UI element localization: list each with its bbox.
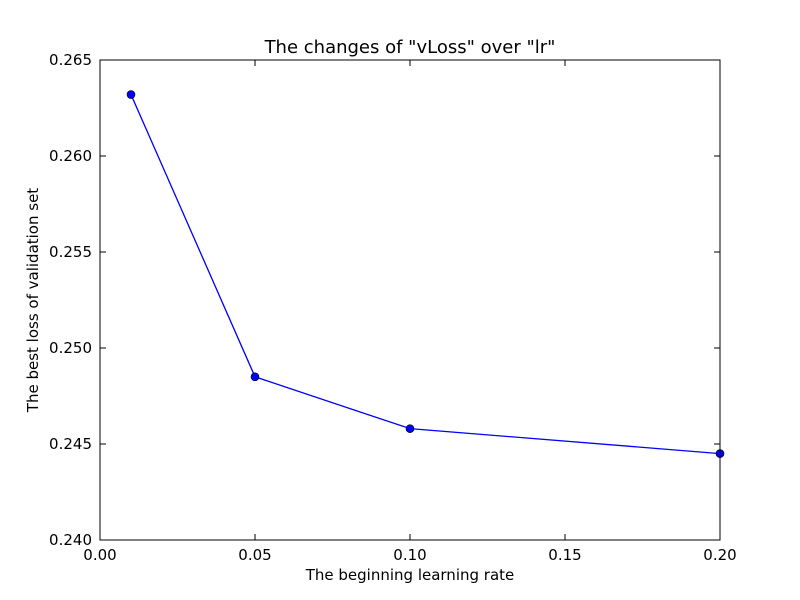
series-line xyxy=(130,94,721,455)
x-tick-label: 0.00 xyxy=(83,546,116,564)
y-tick-label: 0.250 xyxy=(49,339,92,357)
data-point xyxy=(250,372,260,382)
y-tick-label: 0.255 xyxy=(49,243,92,261)
data-point xyxy=(405,424,415,433)
data-point xyxy=(126,90,136,99)
x-tick-label: 0.05 xyxy=(238,546,271,564)
y-tick-label: 0.265 xyxy=(49,51,92,69)
plot-frame xyxy=(99,59,721,541)
x-tick-label: 0.15 xyxy=(548,546,581,564)
y-tick-label: 0.245 xyxy=(49,435,92,453)
y-axis-label: The best loss of validation set xyxy=(24,188,42,414)
y-tick-label: 0.260 xyxy=(49,147,92,165)
x-tick-label: 0.20 xyxy=(703,546,736,564)
axis-ticks: 0.00 0.05 0.10 0.15 0.20 0.240 0.245 0.250 0.255… xyxy=(49,51,737,564)
chart-title: The changes of "vLoss" over "lr" xyxy=(264,37,556,58)
series-layer xyxy=(126,90,725,458)
x-tick-label: 0.10 xyxy=(393,546,426,564)
y-tick-label: 0.240 xyxy=(49,531,92,549)
x-axis-label: The beginning learning rate xyxy=(305,566,515,584)
